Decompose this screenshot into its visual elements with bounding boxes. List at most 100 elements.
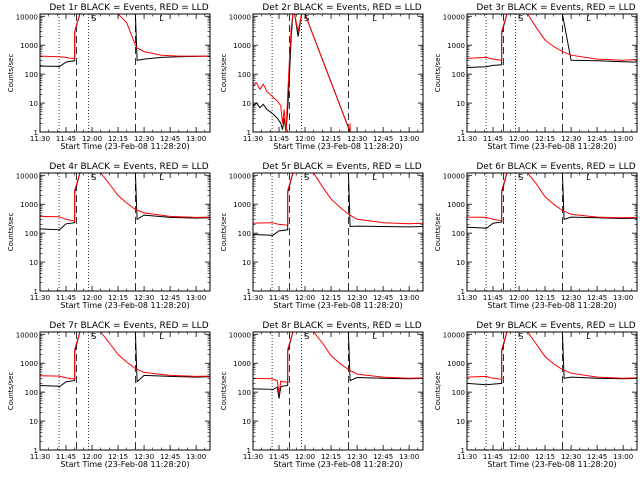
y-tick-label: 10000 <box>16 13 38 21</box>
panel-title: Det 5r BLACK = Events, RED = LLD <box>262 162 421 172</box>
x-tick-label: 13:00 <box>186 135 206 143</box>
y-axis-label: Counts/sec <box>7 372 15 411</box>
series-events <box>40 14 210 68</box>
x-tick-label: 12:45 <box>587 294 607 302</box>
y-tick-label: 10 <box>29 259 38 267</box>
y-tick-label: 1000 <box>233 42 251 50</box>
x-tick-label: 12:00 <box>295 453 315 461</box>
y-axis-label: Counts/sec <box>7 213 15 252</box>
y-tick-label: 100 <box>25 389 38 397</box>
plot-frame <box>252 331 424 451</box>
x-tick-label: 12:45 <box>160 135 180 143</box>
x-tick-label: 11:30 <box>457 453 477 461</box>
y-tick-label: 10000 <box>229 331 251 339</box>
x-tick-label: 12:15 <box>535 294 555 302</box>
panel-det-3: Det 3r BLACK = Events, RED = LLD Counts/s… <box>434 3 638 151</box>
y-tick-label: 1 <box>247 447 251 455</box>
panel-det-2: Det 2r BLACK = Events, RED = LLD Counts/s… <box>220 3 424 151</box>
s-marker-label: S <box>91 332 96 341</box>
x-tick-label: 12:15 <box>108 453 128 461</box>
x-axis-label: Start Time (23-Feb-08 11:28:20) <box>487 142 616 151</box>
x-tick-label: 12:00 <box>509 453 529 461</box>
panel-det-5: Det 5r BLACK = Events, RED = LLD Counts/s… <box>220 162 424 310</box>
y-axis-label: Counts/sec <box>434 372 442 411</box>
x-tick-label: 12:30 <box>561 453 581 461</box>
x-axis-label: Start Time (23-Feb-08 11:28:20) <box>60 301 189 310</box>
y-tick-label: 1 <box>461 447 465 455</box>
x-tick-label: 12:30 <box>134 135 154 143</box>
l-marker-label: L <box>372 332 377 341</box>
x-tick-label: 11:45 <box>483 453 503 461</box>
y-tick-label: 100 <box>238 71 251 79</box>
x-tick-label: 11:30 <box>457 135 477 143</box>
y-tick-label: 100 <box>452 230 465 238</box>
series-lld <box>40 332 210 380</box>
x-tick-label: 12:15 <box>535 453 555 461</box>
x-tick-label: 12:45 <box>373 135 393 143</box>
s-marker-label: S <box>91 173 96 182</box>
plot-frame <box>39 13 211 133</box>
y-tick-label: 1000 <box>233 360 251 368</box>
x-tick-label: 12:15 <box>321 453 341 461</box>
y-tick-label: 10 <box>242 418 251 426</box>
x-tick-label: 13:00 <box>399 453 419 461</box>
y-axis-label: Counts/sec <box>434 54 442 93</box>
panel-det-9: Det 9r BLACK = Events, RED = LLD Counts/s… <box>434 321 638 469</box>
y-tick-label: 10 <box>242 100 251 108</box>
x-tick-label: 13:00 <box>186 453 206 461</box>
y-tick-label: 1 <box>461 129 465 137</box>
x-tick-label: 12:30 <box>134 294 154 302</box>
y-tick-label: 100 <box>238 389 251 397</box>
y-tick-label: 10000 <box>16 331 38 339</box>
y-tick-label: 1000 <box>447 42 465 50</box>
panel-title: Det 4r BLACK = Events, RED = LLD <box>49 162 208 172</box>
series-events <box>467 173 637 230</box>
plot-frame <box>466 172 638 292</box>
x-tick-label: 11:30 <box>243 135 263 143</box>
y-tick-label: 1 <box>247 288 251 296</box>
y-tick-label: 10000 <box>443 331 465 339</box>
y-axis-label: Counts/sec <box>220 54 228 93</box>
series-lld <box>253 332 423 394</box>
x-axis-label: Start Time (23-Feb-08 11:28:20) <box>60 460 189 469</box>
x-axis-label: Start Time (23-Feb-08 11:28:20) <box>487 301 616 310</box>
series-lld <box>467 173 637 222</box>
x-axis-label: Start Time (23-Feb-08 11:28:20) <box>487 460 616 469</box>
x-tick-label: 12:15 <box>108 135 128 143</box>
y-tick-label: 1 <box>34 129 38 137</box>
s-marker-label: S <box>304 332 309 341</box>
x-tick-label: 12:00 <box>295 294 315 302</box>
x-tick-label: 12:30 <box>347 135 367 143</box>
y-tick-label: 10000 <box>16 172 38 180</box>
y-axis-label: Counts/sec <box>220 372 228 411</box>
y-tick-label: 10 <box>29 100 38 108</box>
x-tick-label: 12:30 <box>134 453 154 461</box>
s-marker-label: S <box>518 173 523 182</box>
y-tick-label: 1 <box>34 447 38 455</box>
panel-title: Det 1r BLACK = Events, RED = LLD <box>49 3 208 13</box>
x-tick-label: 12:15 <box>321 135 341 143</box>
y-tick-label: 1000 <box>233 201 251 209</box>
series-events <box>467 332 637 386</box>
l-marker-label: L <box>586 14 591 23</box>
panel-title: Det 8r BLACK = Events, RED = LLD <box>262 321 421 331</box>
x-tick-label: 11:45 <box>269 453 289 461</box>
l-marker-label: L <box>159 173 164 182</box>
panel-title: Det 3r BLACK = Events, RED = LLD <box>476 3 635 13</box>
x-tick-label: 11:30 <box>243 294 263 302</box>
x-tick-label: 12:15 <box>535 135 555 143</box>
x-tick-label: 11:30 <box>457 294 477 302</box>
s-marker-label: S <box>518 332 523 341</box>
panel-title: Det 7r BLACK = Events, RED = LLD <box>49 321 208 331</box>
series-lld <box>253 173 423 226</box>
x-tick-label: 12:00 <box>509 135 529 143</box>
x-axis-label: Start Time (23-Feb-08 11:28:20) <box>273 460 402 469</box>
y-tick-label: 100 <box>238 230 251 238</box>
y-tick-label: 1000 <box>447 201 465 209</box>
x-tick-label: 12:45 <box>160 453 180 461</box>
plot-frame <box>252 172 424 292</box>
series-lld <box>467 332 637 380</box>
y-tick-label: 10 <box>456 259 465 267</box>
x-tick-label: 12:45 <box>373 453 393 461</box>
